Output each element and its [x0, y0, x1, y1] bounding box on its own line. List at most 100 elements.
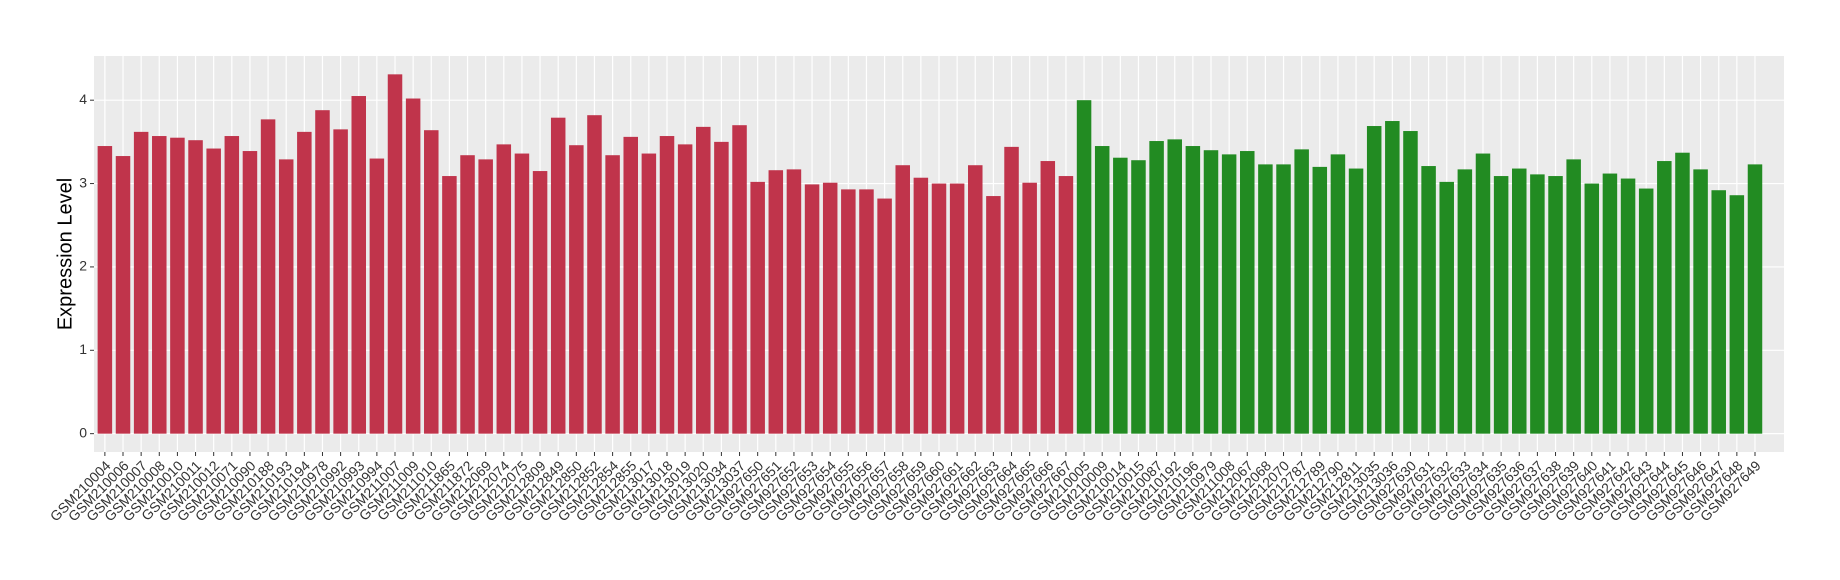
- y-tick-label: 3: [79, 174, 87, 190]
- bar: [387, 74, 403, 434]
- bar: [986, 196, 1001, 434]
- bar: [1094, 146, 1110, 434]
- bar: [623, 136, 638, 434]
- bar: [115, 156, 131, 434]
- bar: [1711, 190, 1726, 434]
- bar: [641, 153, 657, 434]
- bar: [97, 146, 113, 434]
- bar: [841, 189, 856, 434]
- bar: [1439, 181, 1454, 434]
- bar: [1258, 164, 1273, 434]
- bar: [714, 141, 729, 434]
- bar: [1403, 131, 1418, 434]
- bar: [514, 153, 530, 434]
- bar: [442, 176, 457, 434]
- bar: [1022, 182, 1037, 434]
- bar: [1312, 166, 1328, 434]
- y-axis-title: Expression Level: [54, 178, 76, 330]
- bar: [1040, 161, 1056, 434]
- y-tick-label: 0: [79, 424, 87, 440]
- bar: [1675, 152, 1690, 434]
- bar: [1548, 176, 1563, 434]
- bar: [1638, 188, 1654, 434]
- bar: [750, 181, 765, 434]
- bar: [949, 183, 965, 434]
- bar: [550, 117, 566, 434]
- bar: [1149, 141, 1164, 434]
- y-tick-label: 2: [79, 258, 87, 274]
- bar: [1512, 168, 1527, 434]
- bar: [822, 182, 838, 434]
- bar: [1004, 146, 1019, 434]
- bar: [1348, 168, 1364, 434]
- bar: [1620, 178, 1636, 434]
- bar: [496, 144, 512, 434]
- bar: [1657, 161, 1672, 434]
- bar: [1584, 183, 1600, 434]
- bar: [895, 165, 910, 434]
- bar: [659, 136, 675, 434]
- bar: [170, 137, 185, 434]
- bar: [224, 136, 240, 434]
- bar: [587, 115, 602, 434]
- bar: [206, 148, 221, 434]
- bar: [1131, 160, 1146, 434]
- bar: [1294, 149, 1309, 434]
- bar: [1113, 157, 1128, 434]
- bar: [1076, 100, 1092, 434]
- bar: [1276, 164, 1291, 434]
- bar: [1385, 121, 1400, 434]
- bar: [804, 184, 820, 434]
- bar: [1421, 166, 1436, 434]
- bar: [1747, 164, 1763, 434]
- bar: [732, 125, 747, 434]
- bar: [931, 183, 947, 434]
- bar: [297, 131, 312, 434]
- bar: [152, 136, 167, 434]
- bar: [859, 189, 874, 434]
- bar: [1185, 146, 1201, 434]
- bar: [1457, 169, 1473, 434]
- bar: [569, 145, 584, 434]
- bar: [405, 98, 421, 434]
- bar: [913, 177, 929, 434]
- bar: [1602, 173, 1618, 434]
- bar: [696, 126, 711, 434]
- bar: [786, 169, 802, 434]
- bar: [1366, 126, 1382, 434]
- bar: [333, 129, 348, 434]
- bar: [1475, 153, 1491, 434]
- bar: [1058, 176, 1074, 434]
- bar: [460, 155, 475, 434]
- bar: [1566, 159, 1581, 434]
- bar: [877, 198, 892, 434]
- bar: [1729, 195, 1745, 434]
- bar: [1203, 150, 1219, 434]
- bar: [605, 155, 620, 434]
- bar: [188, 140, 203, 434]
- bar: [1493, 176, 1509, 434]
- bar: [242, 151, 258, 434]
- bar: [424, 130, 439, 434]
- bar: [315, 110, 330, 434]
- bar: [351, 96, 366, 434]
- bar: [1330, 154, 1346, 434]
- bar: [1530, 174, 1545, 434]
- bar: [532, 171, 548, 434]
- bar: [478, 159, 493, 434]
- bar: [968, 165, 983, 434]
- y-tick-label: 1: [79, 341, 87, 357]
- bar: [768, 170, 784, 434]
- bar: [1221, 154, 1237, 434]
- bar: [1167, 139, 1182, 434]
- bar: [369, 158, 385, 434]
- bar: [260, 119, 276, 434]
- bar: [133, 131, 149, 434]
- y-tick-label: 4: [79, 91, 87, 107]
- bar: [1693, 169, 1708, 434]
- bar: [278, 159, 294, 434]
- bar: [677, 144, 693, 434]
- bar: [1240, 151, 1255, 434]
